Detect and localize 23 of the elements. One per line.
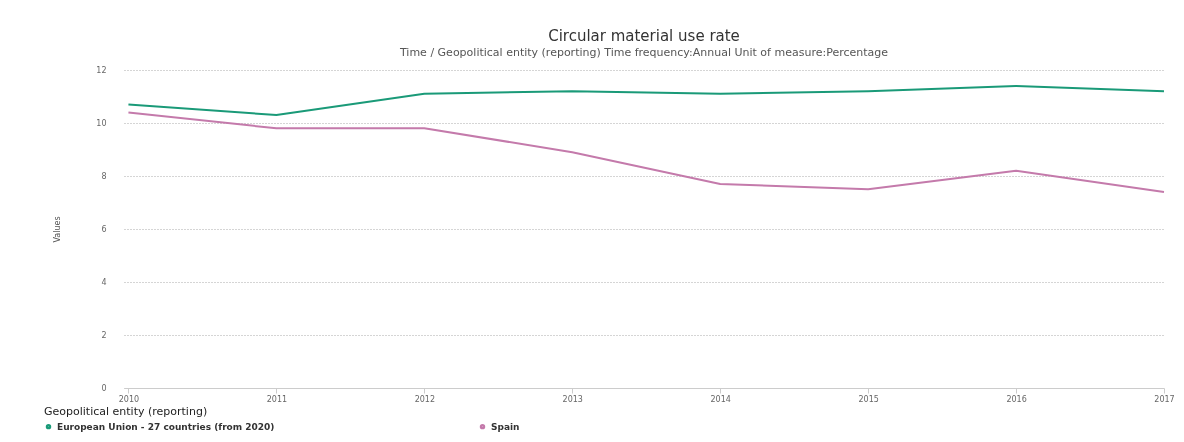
x-tick-label: 2011: [266, 394, 288, 404]
y-tick-label: 12: [96, 65, 107, 75]
x-tick-label: 2017: [1154, 394, 1175, 404]
y-tick-label: 4: [101, 277, 107, 287]
y-tick-label: 0: [101, 383, 107, 393]
line-series: [127, 84, 1165, 117]
chart-subtitle: Time / Geopolitical entity (reporting) Time frequency:Annual Unit of measure:Percentage: [398, 46, 889, 59]
x-tick-label: 2015: [858, 394, 879, 404]
chart-title: Circular material use rate: [548, 27, 740, 45]
y-tick-label: 10: [96, 118, 107, 128]
y-tick-label: 2: [101, 330, 107, 340]
x-tick-label: 2013: [562, 394, 583, 404]
legend-label: Spain: [491, 421, 520, 432]
legend-label: European Union - 27 countries (from 2020): [57, 421, 275, 432]
y-axis-title: Values: [53, 216, 63, 243]
x-tick-label: 2010: [118, 394, 140, 404]
x-tick-label: 2016: [1006, 394, 1027, 404]
legend-title: Geopolitical entity (reporting): [44, 405, 208, 418]
x-tick-label: 2014: [710, 394, 731, 404]
y-tick-label: 6: [101, 224, 107, 234]
y-tick-label: 8: [101, 171, 107, 181]
line-series: [127, 111, 1165, 193]
x-tick-label: 2012: [414, 394, 435, 404]
